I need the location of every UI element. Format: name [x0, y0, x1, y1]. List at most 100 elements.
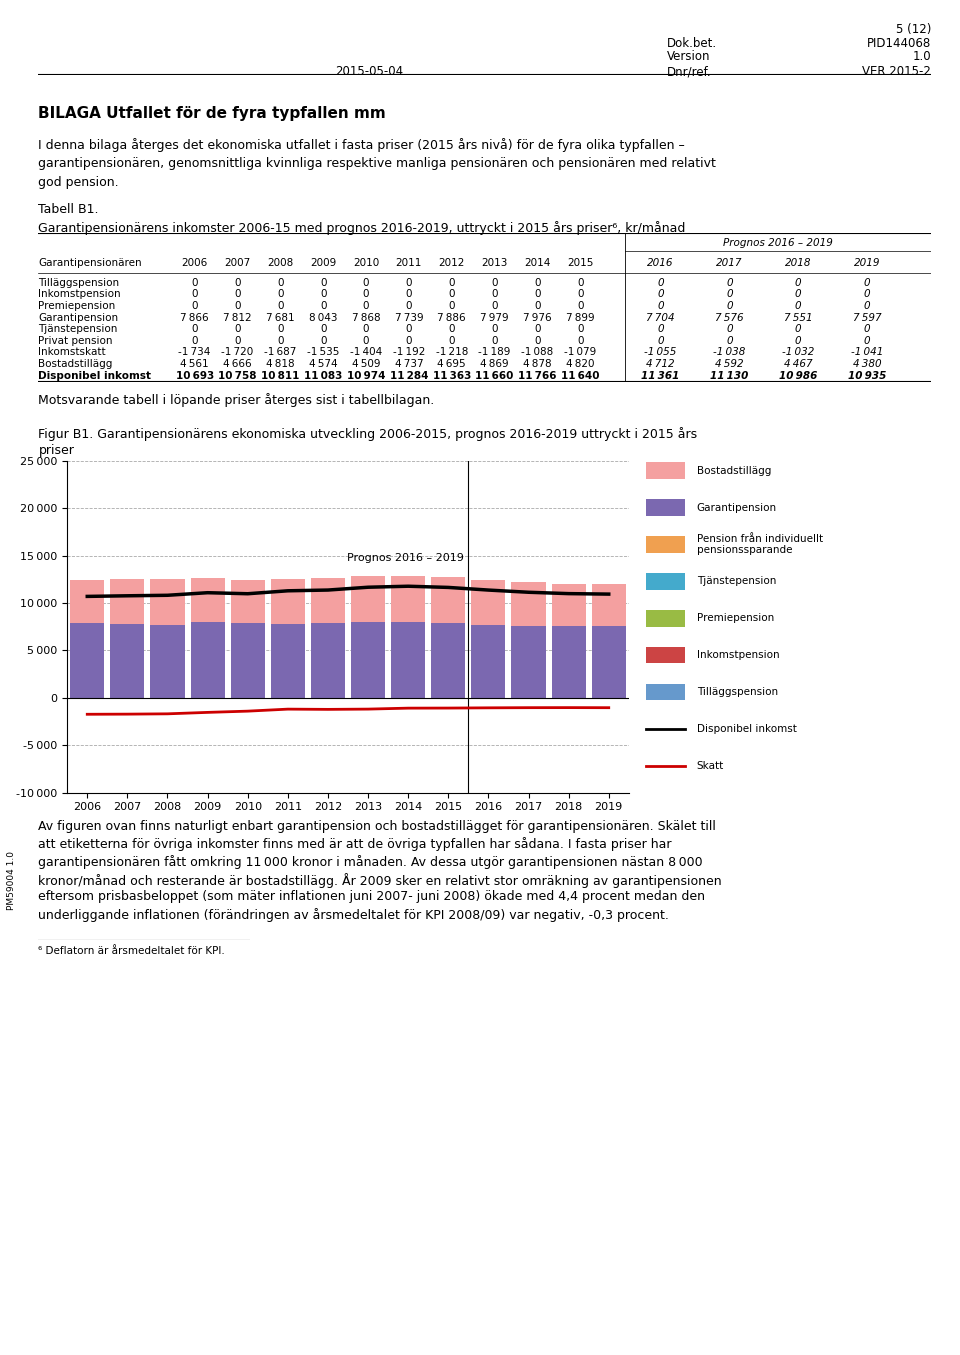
Text: Version: Version — [667, 50, 710, 64]
Text: 11 083: 11 083 — [304, 370, 343, 381]
Text: 0: 0 — [406, 336, 412, 346]
Text: 0: 0 — [658, 278, 664, 287]
Text: 0: 0 — [234, 301, 241, 310]
Text: -1 720: -1 720 — [222, 347, 253, 358]
Text: 4 509: 4 509 — [351, 359, 380, 369]
Text: 0: 0 — [864, 290, 870, 299]
Bar — [391, 622, 425, 698]
Text: 11 130: 11 130 — [710, 370, 749, 381]
Text: 0: 0 — [448, 324, 455, 335]
Bar — [311, 579, 345, 623]
Text: 0: 0 — [191, 278, 198, 287]
Text: 0: 0 — [795, 290, 802, 299]
Text: 11 363: 11 363 — [433, 370, 471, 381]
Text: 0: 0 — [363, 336, 370, 346]
Text: 4 467: 4 467 — [784, 359, 812, 369]
Text: -1 079: -1 079 — [564, 347, 596, 358]
Text: 0: 0 — [363, 324, 370, 335]
Text: 2015: 2015 — [567, 259, 593, 268]
Text: 2010: 2010 — [353, 259, 379, 268]
Text: 0: 0 — [726, 336, 732, 346]
Text: 10 758: 10 758 — [218, 370, 256, 381]
Text: -1 404: -1 404 — [350, 347, 382, 358]
Text: 0: 0 — [534, 324, 540, 335]
Bar — [230, 623, 265, 698]
Text: 4 592: 4 592 — [715, 359, 744, 369]
Text: 11 766: 11 766 — [518, 370, 557, 381]
Text: 2019: 2019 — [853, 259, 880, 268]
Text: 0: 0 — [864, 301, 870, 310]
Bar — [471, 625, 506, 698]
Text: 0: 0 — [795, 324, 802, 335]
Text: 0: 0 — [277, 278, 283, 287]
Text: 0: 0 — [577, 324, 584, 335]
Text: 7 739: 7 739 — [395, 313, 423, 322]
Text: 0: 0 — [492, 278, 498, 287]
Text: BILAGA Utfallet för de fyra typfallen mm: BILAGA Utfallet för de fyra typfallen mm — [38, 106, 386, 121]
Bar — [190, 579, 225, 622]
Text: 0: 0 — [492, 324, 498, 335]
Text: 0: 0 — [534, 301, 540, 310]
Text: 0: 0 — [234, 290, 241, 299]
Text: -1 535: -1 535 — [307, 347, 340, 358]
Text: Garantipensionären: Garantipensionären — [38, 259, 142, 268]
Text: 0: 0 — [534, 336, 540, 346]
Bar — [230, 580, 265, 623]
Text: 0: 0 — [363, 278, 370, 287]
Text: 0: 0 — [448, 336, 455, 346]
Bar — [351, 576, 385, 622]
Text: 2006: 2006 — [181, 259, 207, 268]
Bar — [591, 626, 626, 698]
Bar — [552, 584, 586, 626]
Text: ⁶ Deflatorn är årsmedeltalet för KPI.: ⁶ Deflatorn är årsmedeltalet för KPI. — [38, 946, 226, 955]
Text: -1 218: -1 218 — [436, 347, 468, 358]
Text: 0: 0 — [363, 301, 370, 310]
Text: 10 693: 10 693 — [176, 370, 214, 381]
Text: 8 043: 8 043 — [309, 313, 338, 322]
Text: 0: 0 — [320, 290, 326, 299]
Text: 4 818: 4 818 — [266, 359, 295, 369]
Text: 0: 0 — [795, 336, 802, 346]
Text: 0: 0 — [191, 324, 198, 335]
Text: 10 986: 10 986 — [779, 370, 817, 381]
Text: -1 687: -1 687 — [264, 347, 297, 358]
Text: 7 812: 7 812 — [223, 313, 252, 322]
Text: 0: 0 — [277, 290, 283, 299]
Text: 0: 0 — [320, 324, 326, 335]
Text: 1.0: 1.0 — [913, 50, 931, 64]
Text: 0: 0 — [277, 301, 283, 310]
Text: 0: 0 — [406, 278, 412, 287]
Text: 2011: 2011 — [396, 259, 422, 268]
Text: 0: 0 — [864, 336, 870, 346]
Bar — [646, 646, 684, 664]
Text: 11 660: 11 660 — [475, 370, 514, 381]
Bar — [646, 684, 684, 701]
Bar — [646, 573, 684, 589]
Text: underliggande inflationen (förändringen av årsmedeltalet för KPI 2008/09) var ne: underliggande inflationen (förändringen … — [38, 908, 669, 921]
Text: 4 574: 4 574 — [309, 359, 338, 369]
Bar — [70, 623, 105, 698]
Text: 0: 0 — [448, 278, 455, 287]
Text: garantipensionären, genomsnittliga kvinnliga respektive manliga pensionären och : garantipensionären, genomsnittliga kvinn… — [38, 157, 716, 171]
Bar — [271, 625, 305, 698]
Text: -1 038: -1 038 — [713, 347, 746, 358]
Text: 0: 0 — [795, 301, 802, 310]
Text: 7 899: 7 899 — [566, 313, 594, 322]
Text: Disponibel inkomst: Disponibel inkomst — [697, 724, 797, 734]
Text: 0: 0 — [577, 290, 584, 299]
Text: 10 935: 10 935 — [848, 370, 886, 381]
Text: 7 576: 7 576 — [715, 313, 744, 322]
Text: VER 2015-2: VER 2015-2 — [862, 65, 931, 79]
Text: 7 681: 7 681 — [266, 313, 295, 322]
Text: 0: 0 — [577, 278, 584, 287]
Text: 0: 0 — [492, 290, 498, 299]
Text: 0: 0 — [277, 336, 283, 346]
Text: 0: 0 — [726, 290, 732, 299]
Text: 4 712: 4 712 — [646, 359, 675, 369]
Text: Tilläggspension: Tilläggspension — [38, 278, 120, 287]
Text: Dnr/ref.: Dnr/ref. — [667, 65, 711, 79]
Text: Dok.bet.: Dok.bet. — [667, 37, 717, 50]
Text: 0: 0 — [534, 278, 540, 287]
Text: 0: 0 — [277, 324, 283, 335]
Text: 4 878: 4 878 — [523, 359, 552, 369]
